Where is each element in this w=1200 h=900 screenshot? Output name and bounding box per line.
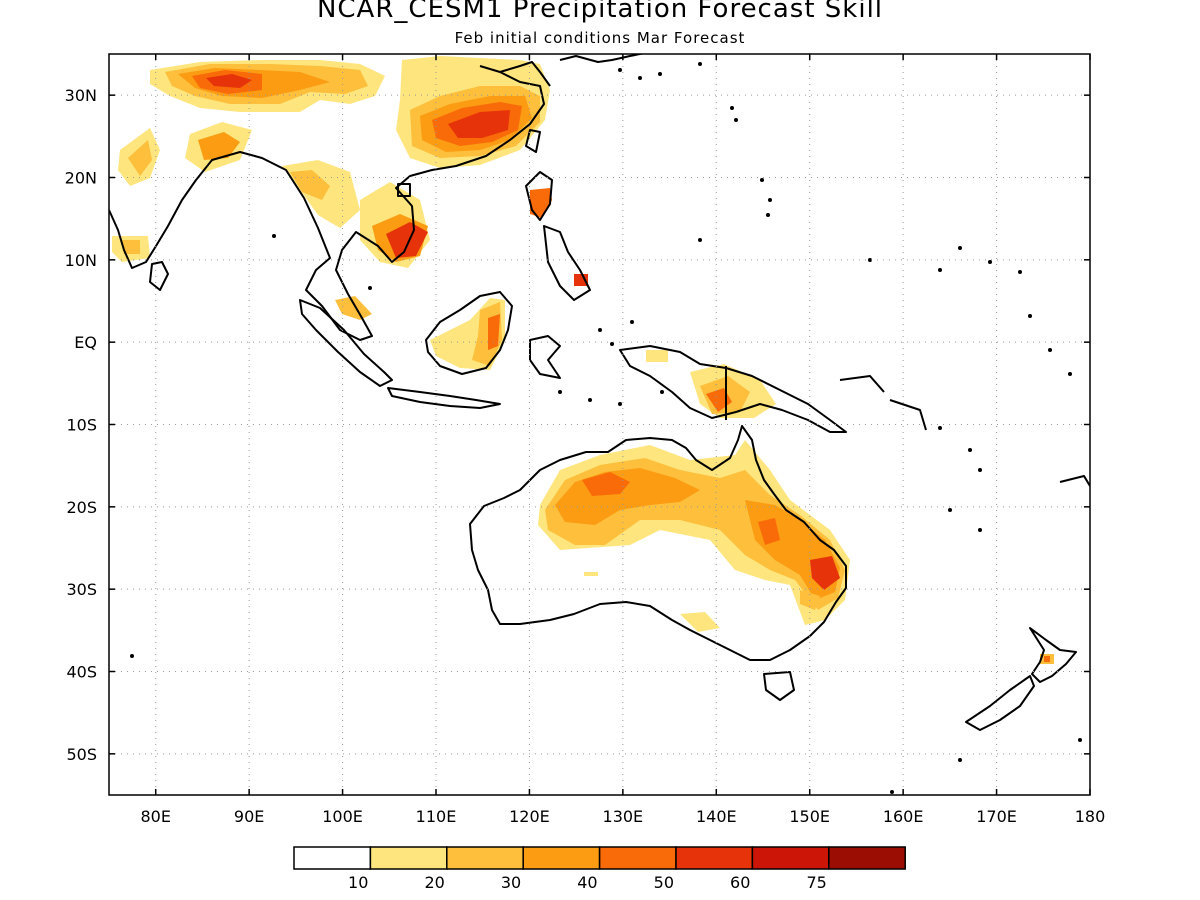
colorbar-label: 20 <box>424 873 444 892</box>
grid-lines <box>109 54 1090 795</box>
colorbar-swatch <box>522 846 601 870</box>
lat-label: 20S <box>66 498 97 517</box>
colorbar-label: 40 <box>577 873 597 892</box>
colorbar-label: 30 <box>501 873 521 892</box>
colorbar: 10 20 30 40 50 60 75 <box>293 846 906 892</box>
colorbar-swatch <box>598 846 677 870</box>
colorbar-swatch <box>828 846 906 870</box>
lon-label: 160E <box>883 807 924 826</box>
map-title: NCAR_CESM1 Precipitation Forecast Skill <box>316 0 884 24</box>
colorbar-swatch <box>446 846 524 870</box>
lon-label: 90E <box>234 807 264 826</box>
lat-label: EQ <box>74 333 97 352</box>
lat-label: 20N <box>65 169 97 188</box>
island-dots <box>130 62 1082 794</box>
lon-label: 80E <box>140 807 170 826</box>
lon-label: 130E <box>603 807 644 826</box>
colorbar-swatch <box>293 846 372 870</box>
lat-label: 50S <box>66 745 97 764</box>
lon-label: 120E <box>509 807 550 826</box>
lat-label: 10S <box>66 416 97 435</box>
lat-label: 10N <box>65 251 97 270</box>
skill-shading <box>112 56 1054 664</box>
coastlines <box>109 54 1090 731</box>
lon-label: 180 <box>1075 807 1106 826</box>
lat-label: 40S <box>66 663 97 682</box>
map-subtitle: Feb initial conditions Mar Forecast <box>454 29 746 47</box>
colorbar-label: 10 <box>348 873 368 892</box>
lat-label: 30N <box>65 86 97 105</box>
colorbar-swatch <box>369 846 448 870</box>
map-axes: 80E 90E 100E 110E 120E 130E 140E 150E 160E 170E 18… <box>65 54 1106 826</box>
lon-label: 150E <box>789 807 830 826</box>
colorbar-label: 75 <box>806 873 826 892</box>
map-frame <box>108 53 1091 796</box>
lon-label: 110E <box>416 807 457 826</box>
colorbar-swatch <box>675 846 754 870</box>
lon-label: 100E <box>322 807 363 826</box>
colorbar-label: 60 <box>730 873 750 892</box>
lat-label: 30S <box>66 580 97 599</box>
colorbar-label: 50 <box>654 873 674 892</box>
colorbar-swatch <box>751 846 830 870</box>
lon-label: 170E <box>976 807 1017 826</box>
lon-label: 140E <box>696 807 737 826</box>
